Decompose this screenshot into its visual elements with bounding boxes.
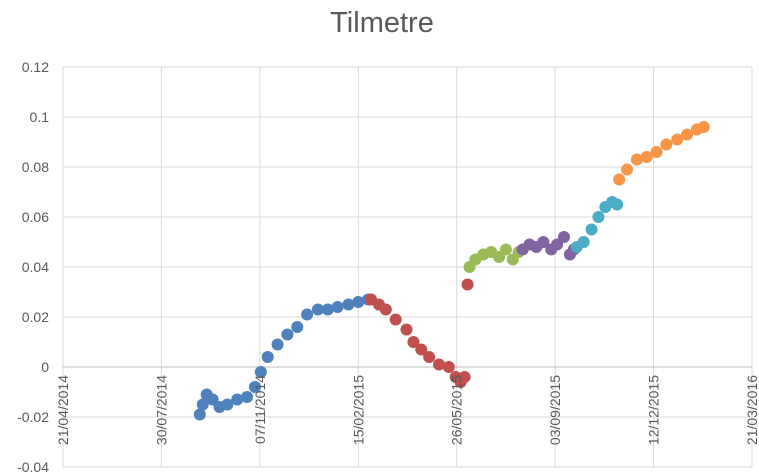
y-tick-label: -0.02 (17, 409, 49, 425)
data-point (221, 398, 234, 411)
data-point (697, 121, 710, 133)
data-point (379, 303, 392, 316)
chart-title: Tilmetre (330, 7, 434, 39)
data-point (400, 323, 413, 336)
data-point (660, 138, 673, 151)
y-tick-label: 0.04 (22, 259, 49, 275)
y-tick-label: 0.02 (22, 309, 49, 325)
data-point (671, 133, 684, 146)
data-point (613, 173, 626, 186)
data-point (331, 301, 344, 313)
x-tick-label: 15/02/2015 (350, 375, 366, 445)
y-tick-label: 0.1 (30, 109, 50, 125)
x-tick-label: 03/09/2015 (547, 375, 563, 445)
x-tick-label: 07/11/2014 (252, 375, 268, 444)
y-tick-label: -0.04 (17, 459, 49, 474)
y-tick-label: 0.12 (22, 59, 49, 75)
data-point (592, 211, 605, 223)
data-point (611, 198, 624, 211)
data-point (620, 163, 633, 176)
y-tick-label: 0.06 (22, 209, 49, 225)
y-tick-label: 0.08 (22, 159, 49, 175)
data-point (640, 151, 653, 163)
data-point (442, 361, 455, 373)
data-point (342, 298, 355, 311)
data-point (311, 303, 324, 316)
x-tick-label: 21/03/2016 (744, 375, 759, 445)
data-point (681, 128, 694, 141)
data-point (261, 351, 274, 363)
data-point (577, 236, 590, 248)
data-point (196, 398, 209, 411)
data-point (650, 146, 663, 158)
data-point (352, 296, 365, 308)
x-tick-label: 12/12/2015 (646, 375, 662, 445)
data-point (499, 243, 512, 256)
data-point (241, 391, 254, 403)
data-point (254, 366, 267, 378)
y-tick-label: 0 (41, 359, 49, 375)
data-point (537, 236, 550, 248)
x-tick-label: 21/04/2014 (55, 375, 71, 445)
data-point (585, 223, 598, 236)
x-tick-label: 30/07/2014 (153, 375, 169, 445)
data-point (461, 278, 474, 291)
data-point (193, 408, 206, 421)
data-point (558, 231, 571, 243)
data-point (630, 153, 643, 166)
data-point (301, 308, 314, 321)
data-point (321, 303, 334, 316)
data-point (432, 358, 445, 371)
data-point (415, 343, 428, 356)
data-point (291, 321, 304, 333)
data-point (458, 371, 471, 383)
data-point (271, 338, 284, 351)
data-point (389, 313, 402, 326)
data-point (407, 336, 420, 348)
x-tick-label: 26/05/2015 (449, 375, 465, 445)
data-point (231, 393, 244, 406)
data-point (248, 381, 261, 393)
data-point (423, 351, 436, 363)
data-point (281, 328, 294, 341)
